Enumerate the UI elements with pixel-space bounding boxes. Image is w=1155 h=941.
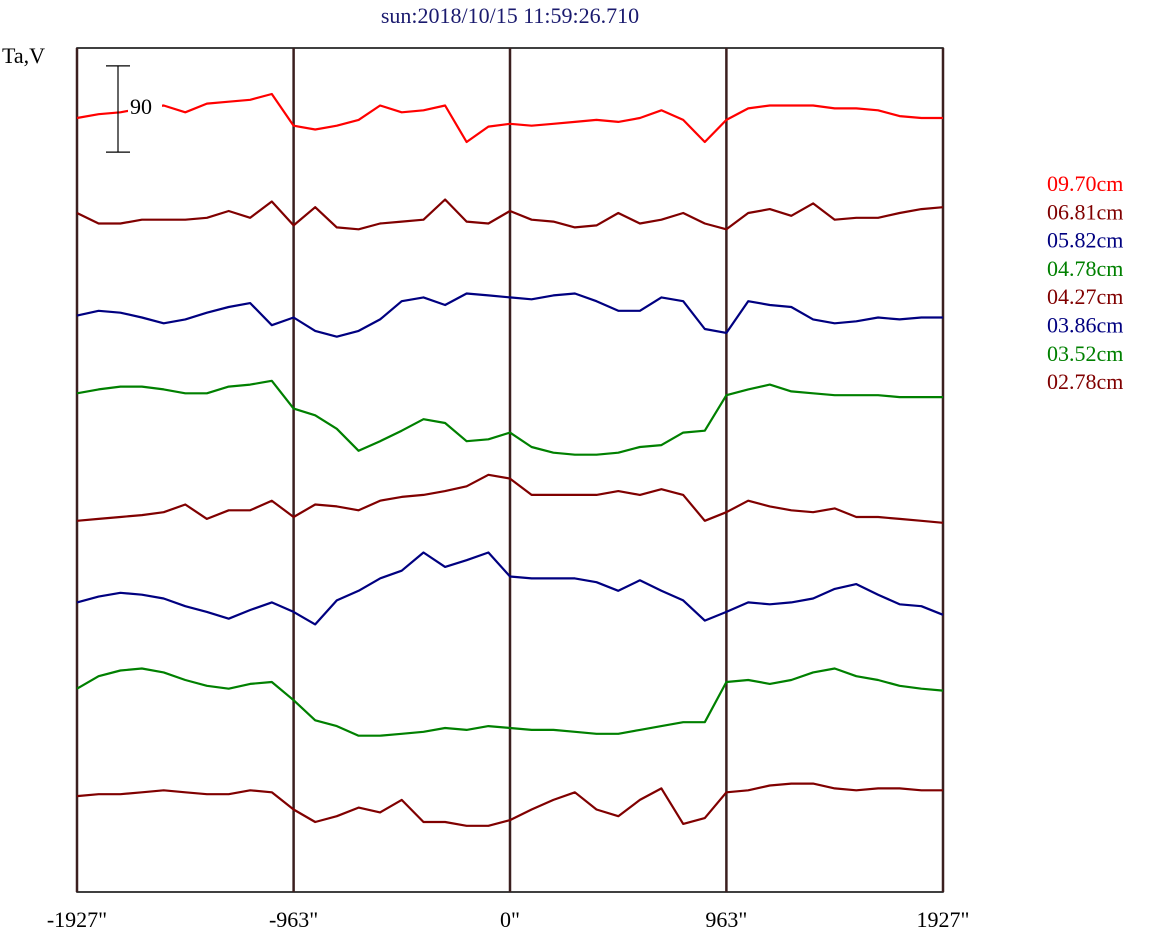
series-line <box>76 473 944 524</box>
legend-label: 04.78cm <box>1047 256 1123 281</box>
x-tick-label: 0" <box>500 907 520 932</box>
legend-label: 02.78cm <box>1047 369 1123 394</box>
legend-label: 06.81cm <box>1047 199 1123 224</box>
x-tick-label: -963" <box>269 907 318 932</box>
series-line <box>76 782 943 827</box>
scale-label-bg <box>128 97 162 121</box>
series-line <box>76 379 943 456</box>
x-tick-label: 1927" <box>917 907 970 932</box>
scale-label: 90 <box>130 94 152 119</box>
legend-label: 03.86cm <box>1047 313 1123 338</box>
legend-label: 09.70cm <box>1047 171 1123 196</box>
series-line <box>76 92 943 144</box>
y-axis-label: Ta,V <box>2 43 45 68</box>
legend-label: 05.82cm <box>1047 228 1123 253</box>
series-line <box>76 198 944 231</box>
x-tick-label: 963" <box>705 907 747 932</box>
legend-label: 03.52cm <box>1047 341 1123 366</box>
x-tick-label: -1927" <box>47 907 107 932</box>
legend-label: 04.27cm <box>1047 284 1123 309</box>
chart-title: sun:2018/10/15 11:59:26.710 <box>381 3 639 28</box>
series-line <box>76 551 944 626</box>
series-line <box>76 292 943 338</box>
series-line <box>76 667 944 737</box>
